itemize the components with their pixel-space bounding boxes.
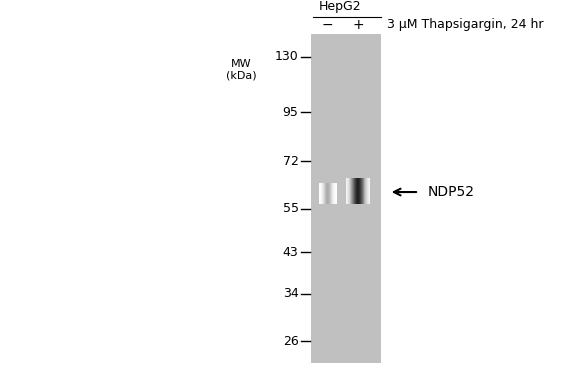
Bar — [357, 178, 358, 204]
Bar — [352, 178, 353, 204]
Bar — [311, 34, 381, 363]
Bar — [327, 183, 328, 204]
Bar — [332, 183, 333, 204]
Bar — [354, 178, 356, 204]
Bar — [347, 178, 348, 204]
Text: +: + — [352, 17, 364, 32]
Bar — [366, 178, 367, 204]
Bar — [368, 178, 370, 204]
Bar — [365, 178, 366, 204]
Bar — [364, 178, 365, 204]
Bar — [335, 183, 336, 204]
Bar — [321, 183, 322, 204]
Bar — [361, 178, 362, 204]
Text: MW
(kDa): MW (kDa) — [226, 59, 257, 80]
Bar — [359, 178, 360, 204]
Bar — [356, 178, 357, 204]
Text: 55: 55 — [283, 202, 299, 215]
Bar — [357, 178, 358, 204]
Bar — [335, 183, 336, 204]
Bar — [326, 183, 327, 204]
Bar — [350, 178, 351, 204]
Bar — [319, 183, 320, 204]
Text: 95: 95 — [283, 106, 299, 119]
Bar — [353, 178, 354, 204]
Text: 34: 34 — [283, 287, 299, 301]
Bar — [367, 178, 368, 204]
Bar — [320, 183, 321, 204]
Bar — [363, 178, 364, 204]
Bar — [334, 183, 335, 204]
Text: 130: 130 — [275, 50, 299, 64]
Bar — [354, 178, 355, 204]
Bar — [328, 183, 329, 204]
Bar — [320, 183, 321, 204]
Text: 3 μM Thapsigargin, 24 hr: 3 μM Thapsigargin, 24 hr — [387, 18, 544, 31]
Bar — [349, 178, 350, 204]
Bar — [362, 178, 363, 204]
Bar — [351, 178, 352, 204]
Bar — [333, 183, 335, 204]
Bar — [321, 183, 322, 204]
Bar — [346, 178, 347, 204]
Bar — [364, 178, 365, 204]
Bar — [333, 183, 334, 204]
Bar — [330, 183, 331, 204]
Bar — [366, 178, 367, 204]
Text: 43: 43 — [283, 246, 299, 259]
Text: −: − — [321, 17, 333, 32]
Bar — [323, 183, 324, 204]
Bar — [328, 183, 329, 204]
Bar — [360, 178, 361, 204]
Bar — [324, 183, 325, 204]
Bar — [325, 183, 326, 204]
Bar — [368, 178, 369, 204]
Bar — [322, 183, 323, 204]
Bar — [352, 178, 353, 204]
Text: HepG2: HepG2 — [319, 0, 362, 13]
Bar — [330, 183, 331, 204]
Bar — [353, 178, 354, 204]
Bar — [325, 183, 326, 204]
Text: 26: 26 — [283, 335, 299, 348]
Bar — [361, 178, 363, 204]
Text: 72: 72 — [283, 155, 299, 168]
Bar — [323, 183, 324, 204]
Bar — [348, 178, 349, 204]
Bar — [350, 178, 352, 204]
Bar — [369, 178, 370, 204]
Bar — [347, 178, 349, 204]
Bar — [332, 183, 333, 204]
Bar — [367, 178, 368, 204]
Bar — [359, 178, 360, 204]
Bar — [327, 183, 328, 204]
Bar — [331, 183, 332, 204]
Bar — [355, 178, 356, 204]
Bar — [358, 178, 359, 204]
Bar — [329, 183, 330, 204]
Text: NDP52: NDP52 — [428, 185, 475, 199]
